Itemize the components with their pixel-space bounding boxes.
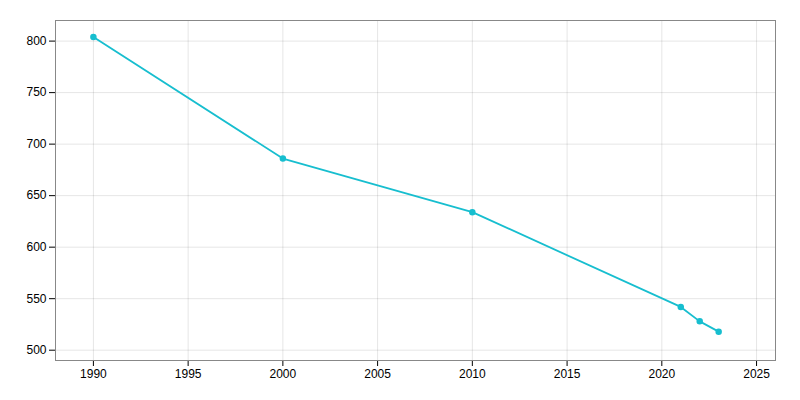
svg-text:650: 650	[26, 188, 46, 202]
svg-text:1990: 1990	[80, 367, 107, 381]
svg-text:1995: 1995	[175, 367, 202, 381]
svg-text:700: 700	[26, 137, 46, 151]
svg-text:2025: 2025	[743, 367, 770, 381]
svg-text:2010: 2010	[459, 367, 486, 381]
svg-text:500: 500	[26, 343, 46, 357]
svg-text:750: 750	[26, 85, 46, 99]
svg-text:2015: 2015	[554, 367, 581, 381]
svg-text:2005: 2005	[364, 367, 391, 381]
svg-text:800: 800	[26, 34, 46, 48]
svg-text:2000: 2000	[270, 367, 297, 381]
svg-text:2020: 2020	[648, 367, 675, 381]
svg-text:600: 600	[26, 240, 46, 254]
svg-text:550: 550	[26, 292, 46, 306]
